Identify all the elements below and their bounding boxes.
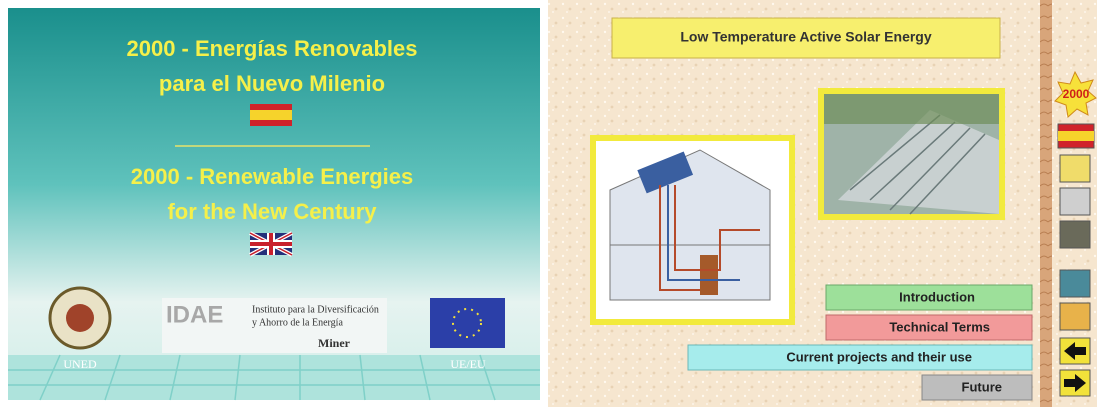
title-en-line: for the New Century	[167, 199, 377, 224]
menu-label[interactable]: Current projects and their use	[786, 349, 972, 364]
idae-logo: IDAE	[166, 301, 223, 328]
sidebar: 2000	[1054, 70, 1097, 397]
sidebar-edge	[1040, 0, 1052, 407]
module-title: Low Temperature Active Solar Energy	[680, 29, 932, 45]
uned-logo	[48, 286, 112, 350]
icon-button[interactable]	[1059, 302, 1091, 331]
menu-label[interactable]: Future	[962, 379, 1002, 394]
icon-button[interactable]	[1059, 220, 1091, 249]
menu-button[interactable]	[921, 374, 1033, 401]
title-box	[611, 17, 1001, 59]
floor-grid	[8, 354, 540, 401]
icon-button[interactable]	[1059, 269, 1091, 298]
idae-name: y Ahorro de la Energía	[252, 317, 343, 328]
menu-button[interactable]	[825, 284, 1033, 311]
flag-spain[interactable]	[250, 104, 292, 126]
idae-name: Instituto para la Diversificación	[252, 304, 379, 315]
badge-label: 2000	[1063, 87, 1090, 101]
module-panel: Low Temperature Active Solar Energy Intr…	[548, 0, 1097, 407]
collector-photo	[818, 88, 1005, 220]
menu: Introduction Technical Terms Current pro…	[687, 284, 1033, 401]
house-diagram	[590, 135, 795, 325]
flag-uk[interactable]	[249, 231, 293, 257]
eu-flag	[430, 298, 505, 348]
intro-panel: 2000 - Energías Renovables para el Nuevo…	[8, 8, 540, 401]
idae-logo-bg	[162, 298, 387, 353]
menu-button[interactable]	[825, 314, 1033, 341]
uned-label: UNED	[63, 357, 97, 371]
title-en-line: 2000 - Renewable Energies	[131, 164, 413, 189]
miner-label: Miner	[318, 336, 351, 350]
badge-star	[1054, 70, 1097, 118]
menu-label[interactable]: Technical Terms	[889, 319, 990, 334]
title-es-line: 2000 - Energías Renovables	[126, 36, 417, 61]
menu-button[interactable]	[687, 344, 1033, 371]
title-es-line: para el Nuevo Milenio	[159, 71, 385, 96]
menu-label[interactable]: Introduction	[899, 289, 975, 304]
icon-button[interactable]	[1059, 187, 1091, 216]
eu-label: UE/EU	[450, 357, 486, 371]
icon-button[interactable]	[1059, 154, 1091, 183]
